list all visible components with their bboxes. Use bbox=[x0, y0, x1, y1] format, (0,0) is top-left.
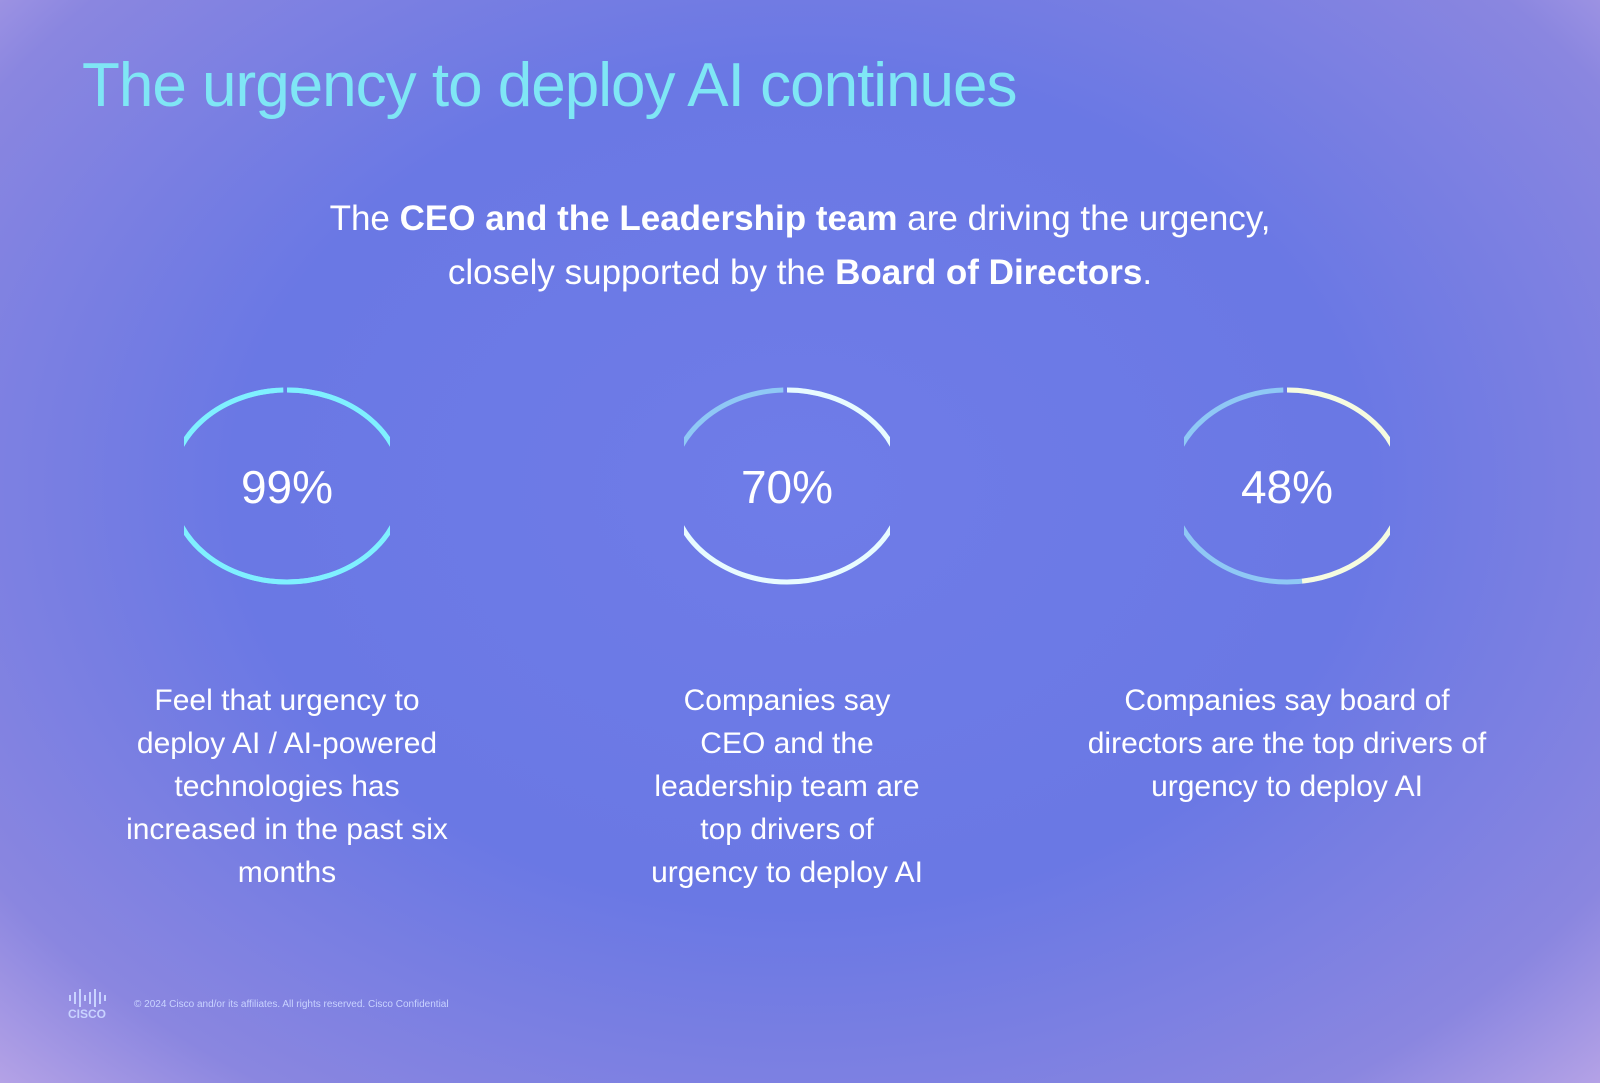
slide-title: The urgency to deploy AI continues bbox=[82, 51, 1018, 120]
subtitle-text: closely supported by the bbox=[447, 253, 836, 292]
logo-text: CISCO bbox=[68, 1007, 107, 1021]
cisco-logo: CISCO bbox=[68, 988, 106, 1020]
stat-card: 70% Companies say CEO and the leadership… bbox=[567, 365, 1007, 894]
ring-progress-arc bbox=[184, 387, 390, 585]
ring-svg bbox=[184, 387, 390, 585]
subtitle-text: The bbox=[329, 199, 400, 238]
progress-ring: 48% bbox=[1184, 365, 1390, 611]
ring-svg bbox=[684, 387, 890, 585]
subtitle-text: are driving the urgency, bbox=[897, 199, 1271, 238]
subtitle-bold: CEO and the Leadership team bbox=[399, 199, 898, 238]
ring-progress-arc bbox=[1184, 387, 1390, 585]
slide-subtitle: The CEO and the Leadership team are driv… bbox=[0, 192, 1600, 300]
progress-ring: 70% bbox=[684, 365, 890, 611]
stat-description: Companies say board of directors are the… bbox=[1087, 684, 1487, 803]
cisco-logo-icon bbox=[68, 988, 106, 1008]
stat-card: 99% Feel that urgency to deploy AI / AI-… bbox=[67, 365, 507, 894]
subtitle-text: . bbox=[1142, 253, 1153, 292]
subtitle-bold: Board of Directors bbox=[835, 253, 1143, 292]
stat-percent: 99% bbox=[240, 461, 334, 513]
copyright: © 2024 Cisco and/or its affiliates. All … bbox=[134, 999, 449, 1010]
stat-description: Companies say CEO and the leadership tea… bbox=[651, 684, 923, 889]
stat-percent: 48% bbox=[1240, 461, 1334, 513]
stat-description: Feel that urgency to deploy AI / AI-powe… bbox=[126, 684, 448, 889]
footer: CISCO © 2024 Cisco and/or its affiliates… bbox=[68, 988, 449, 1020]
stat-percent: 70% bbox=[740, 461, 834, 513]
ring-progress-arc bbox=[684, 387, 890, 585]
stat-card: 48% Companies say board of directors are… bbox=[1067, 365, 1507, 808]
progress-ring: 99% bbox=[184, 365, 390, 611]
ring-svg bbox=[1184, 387, 1390, 585]
